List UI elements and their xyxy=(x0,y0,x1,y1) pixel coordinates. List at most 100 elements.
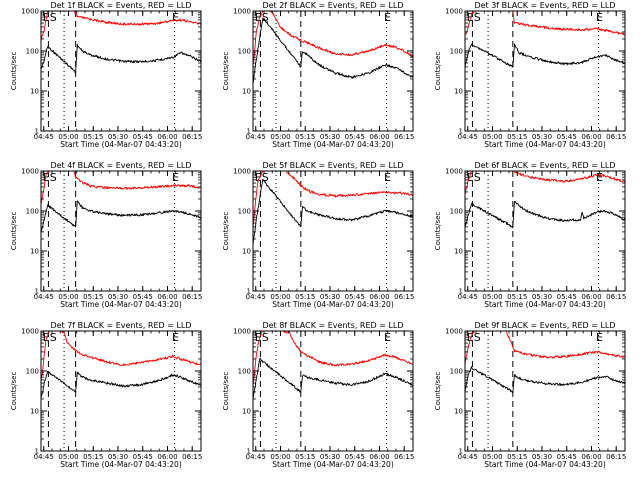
y-axis-label: Counts/sec xyxy=(434,212,442,251)
y-tick-label: 1000 xyxy=(21,8,39,16)
y-tick-label: 10 xyxy=(30,248,39,256)
y-tick-label: 100 xyxy=(26,48,39,56)
x-tick-label: 05:45 xyxy=(345,133,365,141)
x-tick-label: 04:45 xyxy=(458,133,478,141)
x-tick-label: 05:15 xyxy=(83,293,103,301)
x-tick-label: 04:45 xyxy=(34,133,54,141)
panel-title: Det 7f BLACK = Events, RED = LLD xyxy=(50,321,191,330)
y-tick-label: 1000 xyxy=(233,168,251,176)
lld-series-line xyxy=(41,11,201,40)
y-tick-label: 100 xyxy=(238,208,251,216)
x-tick-label: 05:45 xyxy=(133,133,153,141)
x-tick-label: 05:30 xyxy=(320,293,340,301)
lld-series-line xyxy=(465,11,625,36)
y-tick-label: 1 xyxy=(247,448,251,456)
marker-label: E xyxy=(467,331,474,344)
y-tick-label: 1 xyxy=(35,288,39,296)
events-series-line xyxy=(41,43,201,74)
events-series-line xyxy=(253,357,413,400)
marker-label: E xyxy=(596,331,603,344)
x-tick-label: 05:15 xyxy=(83,133,103,141)
x-tick-label: 04:45 xyxy=(34,293,54,301)
y-tick-label: 1 xyxy=(35,448,39,456)
y-axis-label: Counts/sec xyxy=(10,52,18,91)
marker-label: E xyxy=(172,331,179,344)
x-tick-label: 06:00 xyxy=(581,453,601,461)
y-tick-label: 10 xyxy=(454,408,463,416)
y-tick-label: 1000 xyxy=(21,328,39,336)
panel-title: Det 2f BLACK = Events, RED = LLD xyxy=(262,1,403,10)
y-axis-label: Counts/sec xyxy=(434,52,442,91)
y-tick-label: 100 xyxy=(26,368,39,376)
y-tick-label: 1 xyxy=(35,128,39,136)
x-tick-label: 05:15 xyxy=(507,453,527,461)
x-tick-label: 05:00 xyxy=(270,293,290,301)
x-tick-label: 05:45 xyxy=(133,453,153,461)
events-series-line xyxy=(41,370,201,399)
marker-label: S xyxy=(474,11,481,24)
x-axis-label: Start Time (04-Mar-07 04:43:20) xyxy=(60,460,182,469)
marker-label: E xyxy=(172,11,179,24)
x-tick-label: 05:15 xyxy=(507,293,527,301)
x-tick-label: 05:45 xyxy=(557,133,577,141)
marker-label: E xyxy=(43,171,50,184)
marker-label: E xyxy=(172,171,179,184)
marker-label: E xyxy=(596,11,603,24)
x-tick-label: 06:00 xyxy=(581,133,601,141)
x-tick-label: 06:00 xyxy=(369,293,389,301)
y-tick-label: 10 xyxy=(30,88,39,96)
plot-frame xyxy=(40,330,202,452)
marker-label: S xyxy=(262,11,269,24)
x-tick-label: 05:00 xyxy=(58,133,78,141)
x-tick-label: 05:15 xyxy=(83,453,103,461)
y-tick-label: 10 xyxy=(454,88,463,96)
marker-label: E xyxy=(255,11,262,24)
x-tick-label: 05:30 xyxy=(532,453,552,461)
x-tick-label: 05:30 xyxy=(532,133,552,141)
x-axis-label: Start Time (04-Mar-07 04:43:20) xyxy=(272,140,394,149)
x-tick-label: 06:15 xyxy=(606,133,626,141)
events-series-line xyxy=(253,17,413,84)
marker-label: E xyxy=(384,331,391,344)
x-tick-label: 06:15 xyxy=(394,293,414,301)
x-tick-label: 06:15 xyxy=(606,293,626,301)
plot-frame xyxy=(464,170,626,292)
y-axis-label: Counts/sec xyxy=(222,52,230,91)
marker-label: E xyxy=(255,331,262,344)
x-tick-label: 05:45 xyxy=(345,453,365,461)
plot-frame xyxy=(40,10,202,132)
y-tick-label: 1000 xyxy=(233,8,251,16)
panel-title: Det 1f BLACK = Events, RED = LLD xyxy=(50,1,191,10)
y-tick-label: 10 xyxy=(242,408,251,416)
lld-series-line xyxy=(253,11,413,67)
y-tick-label: 100 xyxy=(450,48,463,56)
events-series-line xyxy=(465,200,625,229)
marker-label: S xyxy=(262,331,269,344)
x-tick-label: 06:00 xyxy=(157,133,177,141)
x-tick-label: 06:15 xyxy=(394,453,414,461)
marker-label: E xyxy=(467,171,474,184)
panel-title: Det 9f BLACK = Events, RED = LLD xyxy=(474,321,615,330)
lld-series-line xyxy=(41,331,201,380)
x-tick-label: 05:30 xyxy=(108,453,128,461)
lld-series-line xyxy=(465,331,625,365)
x-tick-label: 05:15 xyxy=(507,133,527,141)
x-tick-label: 04:45 xyxy=(246,453,266,461)
y-tick-label: 10 xyxy=(30,408,39,416)
marker-label: E xyxy=(255,171,262,184)
x-tick-label: 04:45 xyxy=(34,453,54,461)
marker-label: E xyxy=(384,171,391,184)
x-axis-label: Start Time (04-Mar-07 04:43:20) xyxy=(60,300,182,309)
y-axis-label: Counts/sec xyxy=(10,212,18,251)
panel-title: Det 4f BLACK = Events, RED = LLD xyxy=(50,161,191,170)
x-tick-label: 05:30 xyxy=(108,133,128,141)
plot-frame xyxy=(464,10,626,132)
x-tick-label: 05:00 xyxy=(58,453,78,461)
marker-label: E xyxy=(596,171,603,184)
panel-title: Det 8f BLACK = Events, RED = LLD xyxy=(262,321,403,330)
